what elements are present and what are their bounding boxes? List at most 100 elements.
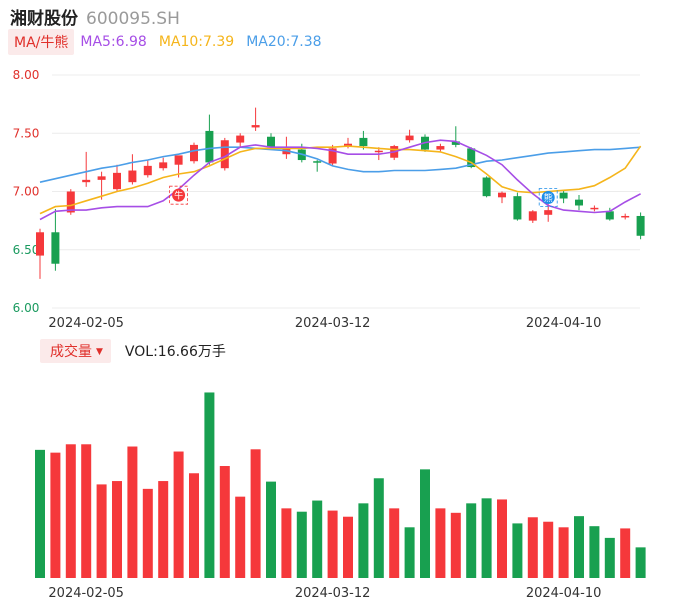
- volume-selector-label: 成交量: [50, 344, 92, 360]
- volume-bar: [358, 503, 369, 578]
- candle: [251, 125, 260, 128]
- candle: [205, 130, 214, 163]
- volume-bar: [527, 517, 538, 578]
- ma10-legend: MA10:7.39: [158, 34, 235, 50]
- volume-bar: [327, 510, 338, 578]
- candlestick-series: [36, 107, 645, 279]
- candle: [313, 161, 322, 163]
- volume-bar: [343, 516, 353, 578]
- volume-x-axis-labels: 2024-02-05 2024-03-12 2024-04-10: [48, 586, 601, 601]
- volume-bar: [604, 537, 615, 578]
- badge-label: 熊: [544, 192, 553, 204]
- volume-bar: [65, 444, 76, 578]
- volume-bar: [112, 481, 122, 578]
- candle: [97, 176, 106, 180]
- volume-bar: [189, 473, 199, 578]
- candle: [143, 165, 152, 176]
- volume-bar: [543, 521, 554, 578]
- volume-bar: [481, 498, 492, 578]
- date-label: 2024-03-12: [295, 316, 371, 331]
- volume-selector-button[interactable]: 成交量 ▼: [40, 339, 111, 363]
- candle: [51, 232, 60, 264]
- volume-bar: [266, 481, 276, 578]
- volume-bar: [497, 499, 507, 578]
- candle: [344, 143, 352, 147]
- candle: [605, 211, 614, 220]
- candle: [482, 177, 491, 197]
- price-tick-label: 7.00: [13, 185, 40, 199]
- candle: [328, 148, 337, 164]
- volume-bar: [635, 547, 646, 578]
- candle: [575, 199, 583, 206]
- volume-bar: [389, 508, 400, 578]
- candle: [267, 136, 275, 148]
- volume-bar: [373, 478, 384, 578]
- candle: [236, 135, 245, 143]
- ma20-legend: MA20:7.38: [246, 34, 322, 50]
- date-label: 2024-03-12: [295, 586, 371, 601]
- price-tick-label: 6.00: [13, 301, 40, 315]
- ma5-line: [39, 139, 641, 221]
- candle: [174, 155, 183, 165]
- candle: [113, 172, 121, 190]
- candle: [405, 135, 414, 141]
- candle: [559, 192, 568, 199]
- volume-bar: [574, 516, 584, 578]
- candle: [467, 148, 476, 168]
- volume-bar: [450, 512, 461, 578]
- ma-selector-button[interactable]: MA/牛熊: [8, 29, 75, 55]
- price-tick-label: 6.50: [13, 243, 40, 257]
- ma10-line: [39, 145, 642, 215]
- price-tick-label: 7.50: [13, 126, 40, 140]
- volume-bar: [558, 527, 569, 578]
- candle: [436, 146, 445, 150]
- volume-bars: [35, 392, 646, 578]
- volume-bar: [204, 392, 215, 578]
- badge-frame: [538, 188, 558, 207]
- bear-badge: [541, 190, 555, 204]
- volume-bar: [466, 503, 477, 578]
- candle: [359, 137, 368, 147]
- price-tick-label: 8.00: [13, 68, 40, 82]
- ma20-line: [39, 146, 641, 183]
- volume-bar: [219, 466, 230, 578]
- date-label: 2024-04-10: [526, 586, 602, 601]
- volume-bar: [296, 511, 307, 578]
- volume-bar: [235, 496, 246, 578]
- candle: [159, 162, 168, 169]
- volume-bar: [589, 526, 600, 578]
- price-x-axis-labels: 2024-02-05 2024-03-12 2024-04-10: [48, 316, 601, 331]
- volume-bar: [158, 481, 169, 578]
- price-axis-ticks: 8.00 7.50 7.00 6.50 6.00: [13, 68, 40, 315]
- badge-label: 牛: [174, 190, 183, 202]
- volume-bar: [35, 449, 45, 578]
- candle: [498, 192, 506, 198]
- ma-legend: MA/牛熊 MA5:6.98 MA10:7.39 MA20:7.38: [8, 29, 334, 55]
- bull-badge: [172, 188, 186, 202]
- volume-value: VOL:16.66万手: [124, 344, 226, 360]
- candle: [190, 144, 198, 162]
- candle: [528, 211, 537, 221]
- volume-bar: [435, 508, 446, 578]
- candle: [374, 150, 383, 153]
- stock-name: 湘财股份: [10, 9, 78, 29]
- volume-bar: [420, 469, 430, 578]
- candle: [590, 207, 599, 210]
- volume-bar: [50, 452, 61, 578]
- candle: [220, 140, 229, 169]
- volume-bar: [512, 523, 523, 578]
- moving-average-lines: [39, 139, 642, 221]
- signal-badges: 牛熊: [169, 185, 558, 207]
- candle: [636, 215, 645, 236]
- volume-bar: [620, 528, 631, 578]
- candle: [544, 210, 553, 215]
- date-label: 2024-02-05: [48, 316, 124, 331]
- volume-bar: [81, 444, 92, 578]
- price-grid: [52, 74, 640, 309]
- title-row: 湘财股份 600095.SH: [10, 4, 180, 29]
- date-label: 2024-02-05: [48, 586, 124, 601]
- candle: [36, 232, 44, 256]
- ma5-legend: MA5:6.98: [80, 34, 147, 50]
- volume-bar: [96, 484, 107, 578]
